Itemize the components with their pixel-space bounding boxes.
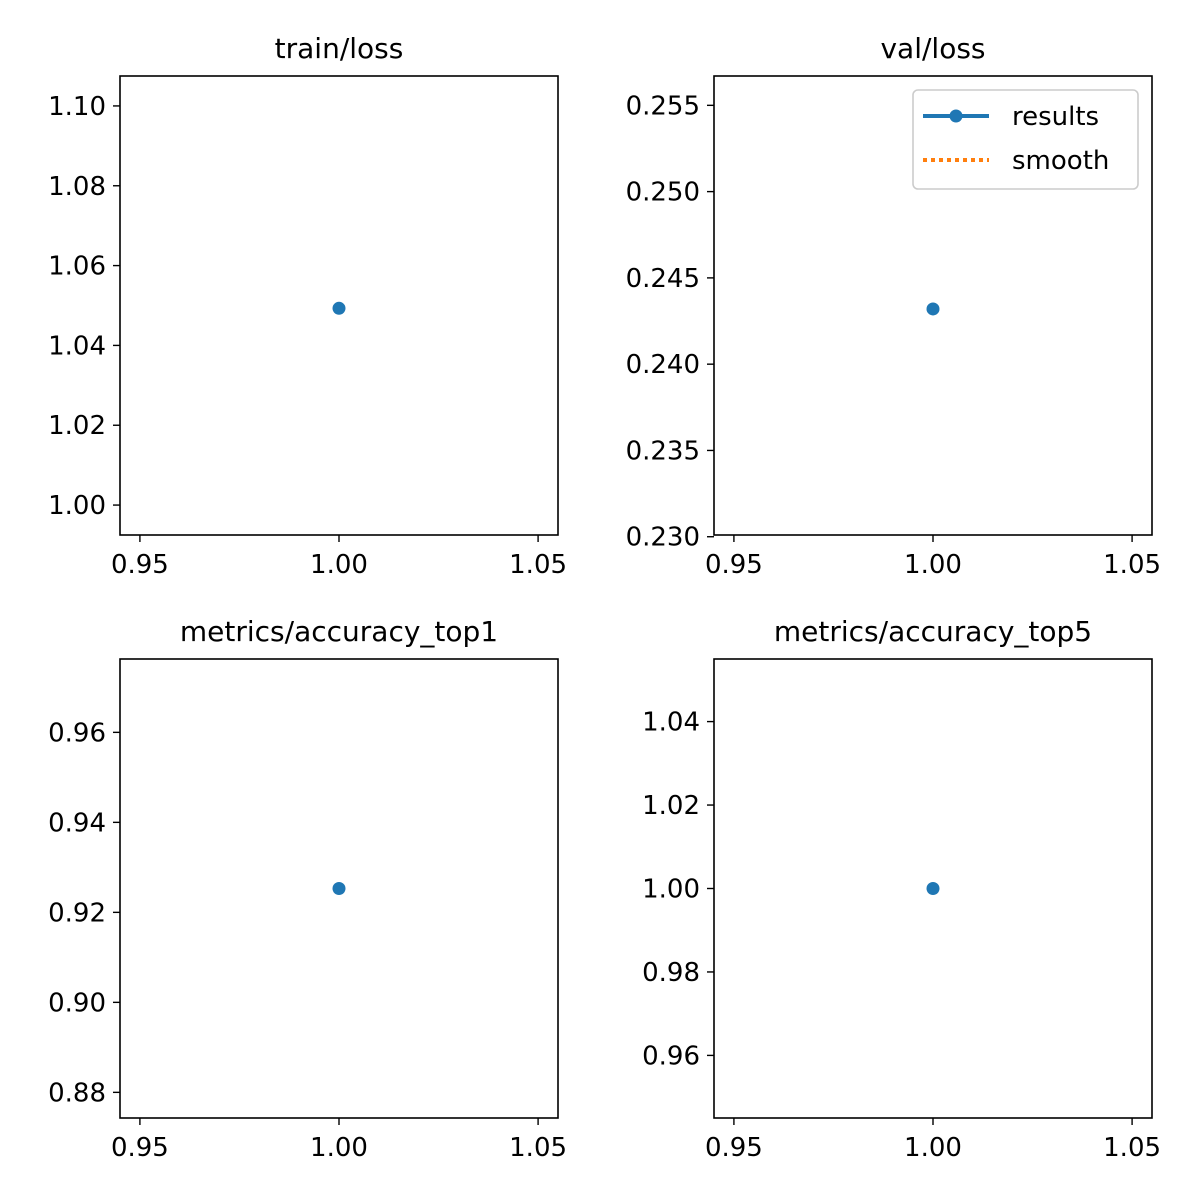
legend: results smooth — [912, 89, 1139, 190]
accuracy-top1-ytick-label: 0.88 — [48, 1078, 106, 1108]
train-loss-ytick-label: 1.00 — [48, 491, 106, 521]
accuracy-top5-ytick-label: 0.96 — [642, 1041, 700, 1071]
panel-val-loss: val/loss 0.95 1.00 1.05 0.230 0.235 0.240 0.245… — [626, 32, 1161, 580]
accuracy-top1-ytick-label: 0.96 — [48, 718, 106, 748]
accuracy-top5-xtick-label: 0.95 — [705, 1133, 763, 1163]
legend-results-marker — [949, 109, 963, 123]
val-loss-xtick-label: 0.95 — [705, 550, 763, 580]
accuracy-top1-xtick-label: 0.95 — [111, 1133, 169, 1163]
val-loss-axes-frame — [713, 75, 1153, 536]
train-loss-xtick-label: 1.00 — [310, 550, 368, 580]
val-loss-xtick-label: 1.00 — [904, 550, 962, 580]
val-loss-ytick-label: 0.245 — [626, 264, 700, 294]
legend-smooth-label: smooth — [1012, 146, 1109, 176]
accuracy-top1-xtick-label: 1.05 — [509, 1133, 567, 1163]
train-loss-ytick-label: 1.04 — [48, 331, 106, 361]
accuracy-top5-ytick-label: 1.04 — [642, 708, 700, 738]
accuracy-top5-xtick-label: 1.05 — [1103, 1133, 1161, 1163]
accuracy-top1-data-point — [332, 882, 346, 895]
accuracy-top1-ytick-label: 0.94 — [48, 808, 106, 838]
accuracy-top5-ytick-label: 1.00 — [642, 875, 700, 905]
val-loss-ytick-label: 0.255 — [626, 91, 700, 121]
accuracy-top1-ytick-label: 0.90 — [48, 988, 106, 1018]
train-loss-data-point — [332, 301, 346, 315]
panel-accuracy-top1: metrics/accuracy_top1 0.95 1.00 1.05 0.88 0.9… — [48, 615, 567, 1163]
train-loss-xtick-label: 0.95 — [111, 550, 169, 580]
val-loss-title: val/loss — [880, 32, 985, 65]
legend-results-label: results — [1012, 102, 1099, 132]
accuracy-top5-data-point — [926, 882, 940, 895]
train-loss-xtick-label: 1.05 — [509, 550, 567, 580]
accuracy-top1-ytick-label: 0.92 — [48, 898, 106, 928]
val-loss-ytick-label: 0.230 — [626, 523, 700, 553]
train-loss-title: train/loss — [275, 32, 404, 65]
train-loss-axes-frame — [119, 75, 559, 536]
accuracy-top5-ytick-label: 0.98 — [642, 958, 700, 988]
accuracy-top1-title: metrics/accuracy_top1 — [180, 615, 498, 648]
val-loss-data-point — [926, 302, 940, 316]
panel-accuracy-top5: metrics/accuracy_top5 0.95 1.00 1.05 0.96 0.9… — [642, 615, 1161, 1163]
train-loss-ytick-label: 1.08 — [48, 172, 106, 202]
val-loss-xtick-label: 1.05 — [1103, 550, 1161, 580]
accuracy-top5-xtick-label: 1.00 — [904, 1133, 962, 1163]
val-loss-ytick-label: 0.235 — [626, 436, 700, 466]
train-loss-ytick-label: 1.10 — [48, 92, 106, 122]
train-loss-ytick-label: 1.06 — [48, 252, 106, 282]
train-loss-ytick-label: 1.02 — [48, 411, 106, 441]
accuracy-top1-xtick-label: 1.00 — [310, 1133, 368, 1163]
accuracy-top5-axes-frame — [713, 658, 1153, 1119]
accuracy-top5-title: metrics/accuracy_top5 — [774, 615, 1092, 648]
val-loss-ytick-label: 0.250 — [626, 178, 700, 208]
accuracy-top1-axes-frame — [119, 658, 559, 1119]
accuracy-top5-ytick-label: 1.02 — [642, 791, 700, 821]
val-loss-ytick-label: 0.240 — [626, 350, 700, 380]
